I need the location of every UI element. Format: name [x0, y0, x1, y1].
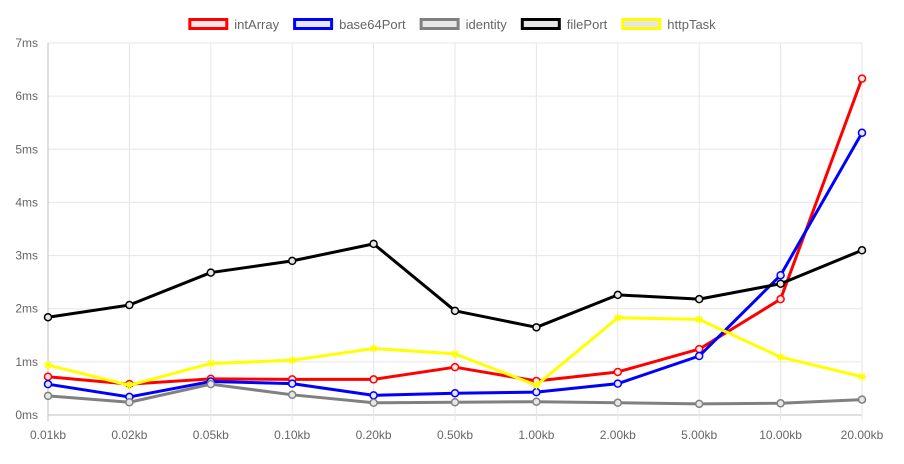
- data-point[interactable]: [287, 379, 297, 388]
- series-filePort: [43, 239, 867, 332]
- y-tick-label: 0ms: [15, 408, 38, 422]
- data-point[interactable]: [287, 390, 297, 400]
- legend-label: identity: [466, 17, 508, 32]
- data-point[interactable]: [776, 399, 785, 408]
- axes: 0ms 1ms 2ms 3ms 4ms 5ms 6ms 7ms 0.01kb 0.02kb 0.05…: [15, 36, 883, 442]
- grid-lines: [47, 42, 863, 421]
- series-lines: [43, 74, 867, 409]
- series-httpTask: [44, 313, 866, 390]
- data-point[interactable]: [369, 375, 378, 384]
- x-tick-label: 10.00kb: [759, 428, 802, 442]
- data-point[interactable]: [43, 391, 53, 401]
- legend-item-identity[interactable]: identity: [419, 17, 508, 32]
- legend-item-base64Port[interactable]: base64Port: [293, 17, 406, 32]
- x-tick-label: 0.01kb: [30, 428, 66, 442]
- data-point[interactable]: [532, 381, 541, 390]
- x-tick-label: 0.50kb: [437, 428, 473, 442]
- data-point[interactable]: [450, 362, 460, 372]
- data-point[interactable]: [369, 344, 378, 353]
- data-point[interactable]: [532, 397, 541, 406]
- data-point[interactable]: [857, 395, 867, 404]
- data-point[interactable]: [857, 128, 867, 138]
- data-point[interactable]: [125, 300, 134, 310]
- x-tick-label: 0.10kb: [274, 428, 310, 442]
- y-tick-label: 2ms: [15, 302, 38, 316]
- legend-swatch: [188, 18, 229, 30]
- data-point[interactable]: [857, 246, 867, 255]
- data-point[interactable]: [206, 268, 216, 277]
- data-point[interactable]: [694, 399, 704, 409]
- data-point[interactable]: [695, 315, 704, 324]
- y-tick-label: 1ms: [15, 355, 38, 369]
- data-point[interactable]: [694, 294, 704, 304]
- legend-label: intArray: [234, 17, 279, 32]
- data-point[interactable]: [43, 372, 53, 381]
- y-tick-label: 3ms: [15, 249, 38, 263]
- x-tick-label: 5.00kb: [681, 428, 717, 442]
- legend-swatch: [520, 18, 561, 30]
- data-point[interactable]: [450, 397, 460, 407]
- x-tick-label: 0.05kb: [193, 428, 229, 442]
- legend-swatch: [419, 18, 460, 30]
- data-point[interactable]: [125, 381, 134, 390]
- data-point[interactable]: [776, 279, 785, 288]
- data-point[interactable]: [613, 313, 622, 322]
- data-point[interactable]: [776, 294, 785, 304]
- data-point[interactable]: [613, 379, 623, 388]
- data-point[interactable]: [125, 397, 134, 407]
- data-point[interactable]: [288, 356, 297, 365]
- legend-label: httpTask: [667, 17, 716, 32]
- x-tick-label: 1.00kb: [518, 428, 554, 442]
- data-point[interactable]: [451, 349, 459, 358]
- data-point[interactable]: [776, 270, 785, 280]
- y-tick-label: 7ms: [15, 36, 38, 50]
- legend-item-filePort[interactable]: filePort: [520, 17, 608, 32]
- data-point[interactable]: [369, 391, 378, 400]
- x-tick-label: 0.20kb: [356, 428, 392, 442]
- x-tick-label: 2.00kb: [600, 428, 636, 442]
- legend-item-httpTask[interactable]: httpTask: [621, 17, 716, 32]
- legend-swatch: [293, 18, 334, 30]
- data-point[interactable]: [43, 379, 53, 389]
- data-point[interactable]: [613, 398, 623, 408]
- x-tick-label: 0.02kb: [111, 428, 147, 442]
- data-point[interactable]: [206, 379, 216, 389]
- data-point[interactable]: [857, 74, 867, 83]
- data-point[interactable]: [287, 256, 297, 266]
- legend-swatch: [621, 18, 662, 30]
- legend-label: filePort: [567, 17, 608, 32]
- data-point[interactable]: [369, 239, 378, 249]
- data-point[interactable]: [450, 388, 460, 398]
- data-point[interactable]: [43, 312, 53, 322]
- data-point[interactable]: [44, 361, 52, 370]
- data-point[interactable]: [206, 359, 215, 368]
- data-point[interactable]: [613, 367, 623, 377]
- data-point[interactable]: [613, 290, 623, 300]
- data-point[interactable]: [450, 306, 460, 316]
- data-point[interactable]: [858, 372, 866, 381]
- legend-label: base64Port: [339, 17, 406, 32]
- series-identity: [43, 379, 867, 409]
- data-point[interactable]: [694, 351, 704, 361]
- x-tick-label: 20.00kb: [841, 428, 884, 442]
- data-point[interactable]: [532, 387, 541, 397]
- data-point[interactable]: [369, 398, 378, 408]
- legend-item-intArray[interactable]: intArray: [188, 17, 280, 32]
- data-point[interactable]: [532, 323, 541, 332]
- legend: intArray base64Port identity filePort httpTa…: [188, 17, 716, 32]
- y-tick-label: 4ms: [15, 195, 38, 209]
- data-point[interactable]: [776, 353, 785, 362]
- y-tick-label: 5ms: [15, 142, 38, 156]
- y-tick-label: 6ms: [15, 89, 38, 103]
